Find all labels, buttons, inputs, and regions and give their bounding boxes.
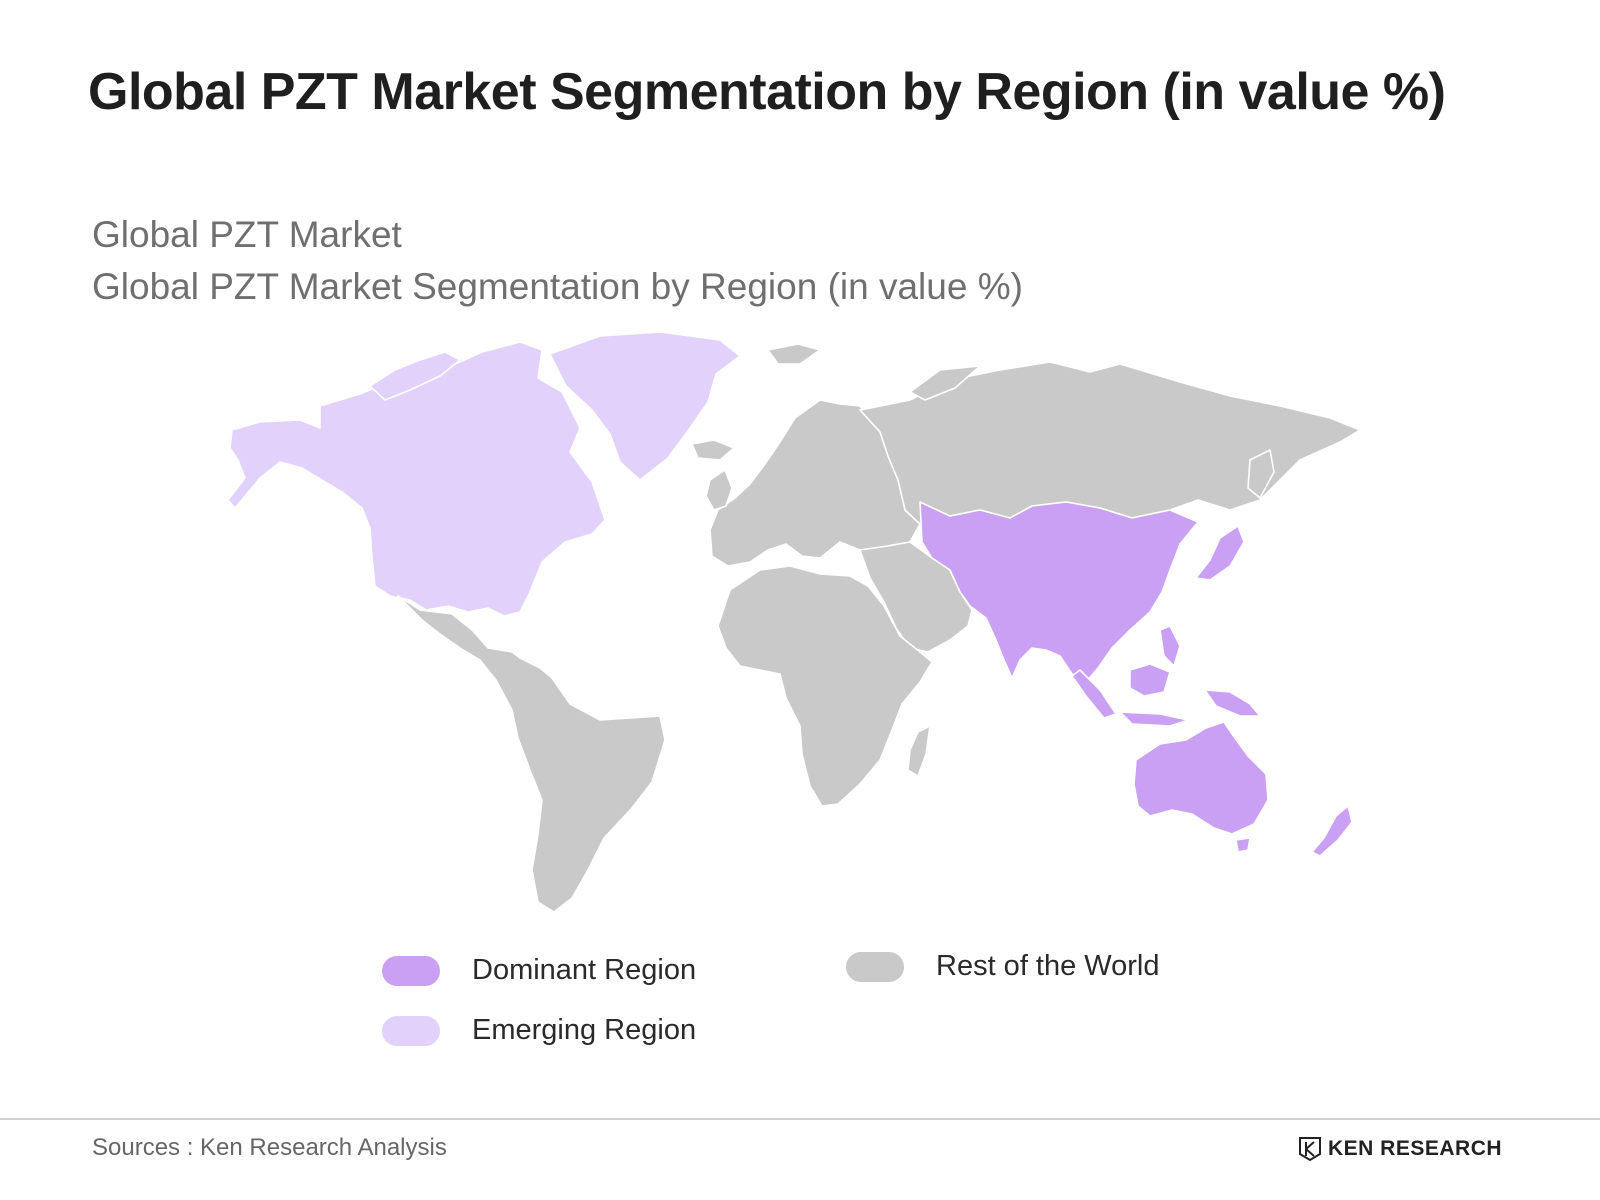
region-latin-america	[397, 595, 666, 913]
region-iceland	[691, 439, 735, 461]
region-greenland	[549, 331, 741, 481]
region-arctic-islands	[909, 365, 981, 401]
legend-swatch-emerging-icon	[382, 1015, 440, 1046]
world-map	[220, 330, 1400, 930]
region-asia-pacific	[919, 501, 1199, 683]
region-borneo	[1129, 663, 1171, 697]
brand-logo: KEN RESEARCH	[1298, 1136, 1502, 1162]
brand-name: KEN RESEARCH	[1328, 1137, 1503, 1160]
region-tasmania	[1235, 837, 1251, 853]
region-canadian-arctic	[369, 351, 461, 401]
chart-subtitle-segmentation: Global PZT Market Segmentation by Region…	[92, 266, 1023, 307]
region-svalbard	[767, 343, 821, 365]
chart-subtitle-market: Global PZT Market	[92, 214, 402, 255]
region-new-zealand	[1311, 805, 1353, 857]
region-middle-east	[859, 541, 973, 653]
legend-label-dominant: Dominant Region	[472, 954, 697, 986]
footer-divider	[0, 1118, 1600, 1120]
region-madagascar	[907, 725, 931, 777]
ken-research-logo-icon	[1299, 1137, 1321, 1162]
source-note: Sources : Ken Research Analysis	[92, 1134, 447, 1161]
region-uk	[705, 469, 733, 511]
legend-label-emerging: Emerging Region	[472, 1014, 697, 1046]
page-title: Global PZT Market Segmentation by Region…	[88, 63, 1446, 121]
region-indonesia-2	[1119, 711, 1189, 727]
region-new-guinea	[1204, 689, 1261, 717]
legend-item-dominant: Dominant Region	[382, 954, 696, 987]
region-kamchatka	[1247, 449, 1275, 499]
legend-swatch-rest-icon	[846, 951, 904, 982]
region-japan	[1195, 525, 1245, 581]
region-africa	[717, 565, 933, 807]
legend-label-rest: Rest of the World	[936, 950, 1160, 982]
region-philippines	[1159, 625, 1181, 667]
legend-swatch-dominant-icon	[382, 955, 440, 986]
legend-item-rest: Rest of the World	[846, 950, 1160, 983]
region-australia	[1133, 721, 1269, 835]
region-indonesia-1	[1071, 669, 1117, 719]
legend-item-emerging: Emerging Region	[382, 1014, 696, 1047]
